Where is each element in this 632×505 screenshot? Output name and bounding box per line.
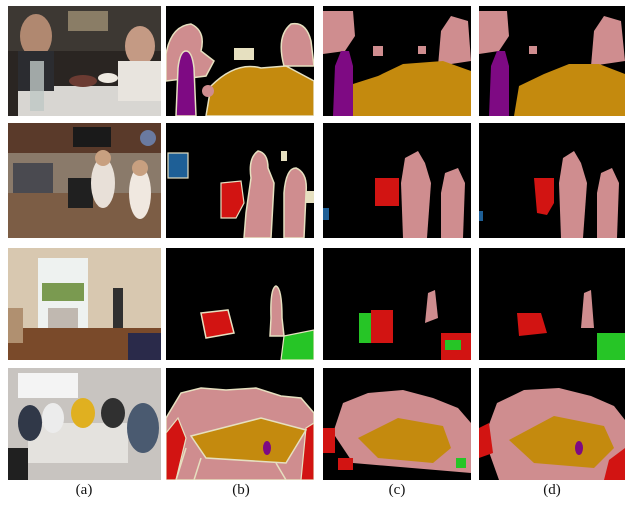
meeting-table-photo <box>8 368 161 480</box>
row2-photo <box>8 123 161 238</box>
row4-ground-truth-mask <box>166 368 314 480</box>
row1-prediction-d-mask <box>479 6 625 116</box>
row3-prediction-c-mask <box>323 248 471 360</box>
dinner-scene-photo <box>8 6 161 116</box>
row1-prediction-c <box>323 6 471 116</box>
row4-prediction-c <box>323 368 471 480</box>
room-window-photo <box>8 248 161 360</box>
row2-prediction-d <box>479 123 625 238</box>
row1-prediction-d <box>479 6 625 116</box>
row2-prediction-c-mask <box>323 123 471 238</box>
row1-prediction-c-mask <box>323 6 471 116</box>
column-label-c: (c) <box>388 482 406 498</box>
row2-prediction-d-mask <box>479 123 625 238</box>
row3-prediction-d-mask <box>479 248 625 360</box>
row4-ground-truth <box>166 368 314 480</box>
row2-ground-truth-mask <box>166 123 314 238</box>
row2-prediction-c <box>323 123 471 238</box>
column-label-d: (d) <box>543 482 561 498</box>
row3-prediction-c <box>323 248 471 360</box>
row4-prediction-d <box>479 368 625 480</box>
row4-prediction-c-mask <box>323 368 471 480</box>
column-label-a: (a) <box>75 482 93 498</box>
row3-ground-truth-mask <box>166 248 314 360</box>
living-room-kids-photo <box>8 123 161 238</box>
row3-photo <box>8 248 161 360</box>
row1-ground-truth-mask <box>166 6 314 116</box>
row3-prediction-d <box>479 248 625 360</box>
row4-photo <box>8 368 161 480</box>
row3-ground-truth <box>166 248 314 360</box>
row2-ground-truth <box>166 123 314 238</box>
row1-photo <box>8 6 161 116</box>
row4-prediction-d-mask <box>479 368 625 480</box>
column-label-b: (b) <box>232 482 250 498</box>
row1-ground-truth <box>166 6 314 116</box>
